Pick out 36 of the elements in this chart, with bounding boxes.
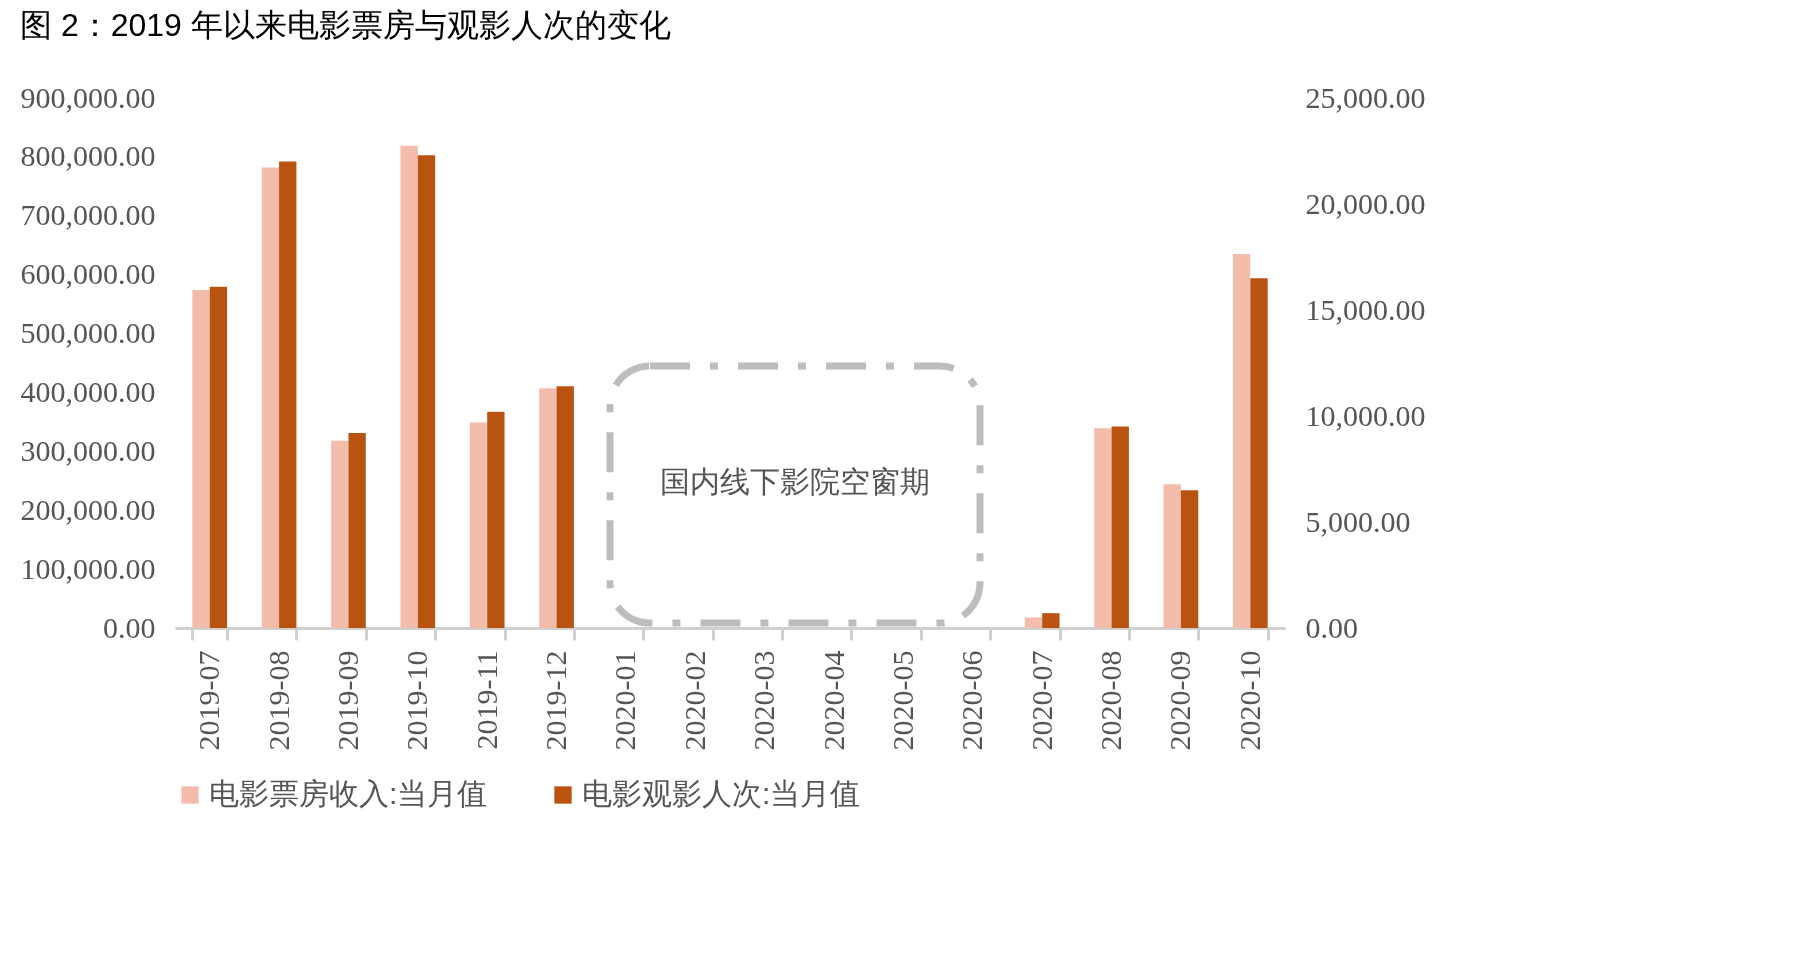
y2-tick-label: 5,000.00 bbox=[1305, 504, 1411, 538]
x-tick-label: 2019-11 bbox=[469, 650, 503, 750]
y2-tick-label: 25,000.00 bbox=[1305, 80, 1426, 114]
x-tick-label: 2020-09 bbox=[1163, 650, 1197, 751]
x-tick-label: 2020-02 bbox=[677, 650, 711, 751]
annotation: 国内线下影院空窗期 bbox=[660, 464, 930, 499]
y-tick-label: 800,000.00 bbox=[20, 139, 156, 173]
x-tick-label: 2019-08 bbox=[261, 650, 295, 751]
y-tick-label: 700,000.00 bbox=[20, 198, 156, 232]
x-tick-label: 2019-12 bbox=[539, 650, 573, 751]
legend-label: 电影票房收入:当月值 bbox=[209, 777, 488, 810]
y2-tick-label: 10,000.00 bbox=[1305, 398, 1426, 432]
x-tick-label: 2020-03 bbox=[747, 650, 781, 751]
y-tick-label: 0.00 bbox=[103, 610, 156, 644]
y2-tick-label: 15,000.00 bbox=[1305, 292, 1426, 326]
y2-tick-label: 20,000.00 bbox=[1305, 186, 1426, 220]
x-tick-label: 2019-10 bbox=[400, 650, 434, 751]
y-tick-label: 500,000.00 bbox=[20, 316, 156, 350]
x-tick-label: 2020-01 bbox=[608, 650, 642, 751]
x-tick-label: 2020-10 bbox=[1232, 650, 1266, 751]
y-tick-label: 200,000.00 bbox=[20, 492, 156, 526]
y2-tick-label: 0.00 bbox=[1305, 610, 1358, 644]
y-tick-label: 300,000.00 bbox=[20, 433, 156, 467]
x-tick-label: 2020-08 bbox=[1094, 650, 1128, 751]
x-tick-label: 2019-07 bbox=[192, 650, 226, 751]
x-tick-label: 2020-06 bbox=[955, 650, 989, 751]
y-tick-label: 900,000.00 bbox=[20, 80, 156, 114]
x-tick-label: 2020-07 bbox=[1024, 650, 1058, 751]
x-tick-label: 2020-04 bbox=[816, 650, 850, 751]
y-tick-label: 100,000.00 bbox=[20, 551, 156, 585]
y-tick-label: 400,000.00 bbox=[20, 374, 156, 408]
chart-title: 图 2：2019 年以来电影票房与观影人次的变化 bbox=[20, 7, 671, 43]
legend-label: 电影观影人次:当月值 bbox=[582, 777, 861, 810]
x-tick-label: 2019-09 bbox=[330, 650, 364, 751]
y-tick-label: 600,000.00 bbox=[20, 257, 156, 291]
x-tick-label: 2020-05 bbox=[885, 650, 919, 751]
